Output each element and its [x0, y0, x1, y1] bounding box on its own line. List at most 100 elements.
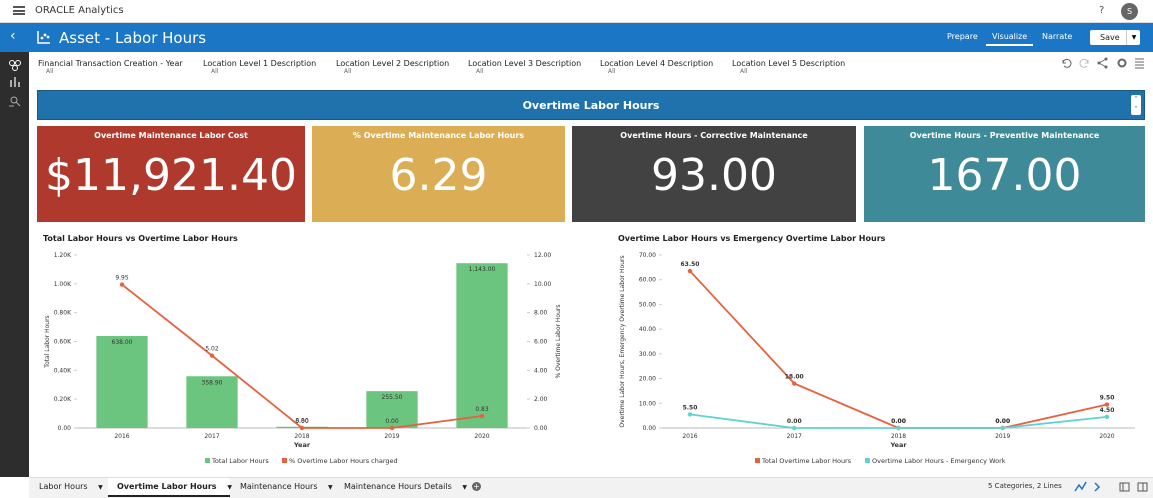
x-tick-label: 2017	[204, 433, 219, 440]
filter[interactable]: Location Level 1 Description All	[203, 59, 316, 75]
narrate-tab[interactable]: Narrate	[1042, 32, 1073, 41]
x-tick-label: 2018	[294, 433, 309, 440]
x-tick-label: 2017	[787, 433, 802, 440]
canvas-tab[interactable]: Maintenance Hours Details ▼	[344, 482, 467, 491]
canvas-tab[interactable]: Labor Hours ▼	[39, 482, 103, 491]
data-label: 63.50	[681, 261, 700, 268]
data-label: 9.95	[115, 275, 129, 282]
point	[792, 425, 797, 431]
bar	[96, 336, 148, 428]
y-tick-label: 1.00K	[54, 281, 72, 288]
save-button[interactable]: Save ▼	[1090, 30, 1140, 45]
filter-label: Location Level 2 Description	[336, 59, 450, 68]
data-label: 5.02	[205, 346, 219, 353]
canvas-tab[interactable]: Overtime Labor Hours ▼	[117, 482, 232, 491]
data-label: 5.50	[683, 404, 698, 411]
filter[interactable]: Location Level 4 Description All	[600, 59, 713, 75]
legend-swatch	[865, 458, 870, 463]
top-bar	[0, 0, 1153, 23]
visualize-tab[interactable]: Visualize	[986, 31, 1034, 46]
point	[209, 353, 215, 358]
x-tick-label: 2020	[474, 433, 489, 440]
kpi-value: $11,921.40	[45, 150, 297, 201]
filter[interactable]: Location Level 5 Description All	[732, 59, 845, 75]
data-label: 9.50	[1100, 395, 1115, 402]
y-tick-label: 0.20K	[54, 396, 72, 403]
sidebar-icons[interactable]	[7, 58, 23, 118]
data-label: 0.00	[295, 418, 309, 425]
tab-label: Labor Hours	[39, 482, 88, 491]
x-axis-title: Year	[293, 441, 311, 449]
y2-tick-label: 6.00	[534, 339, 548, 346]
point	[792, 381, 797, 386]
data-label: 4.50	[1100, 407, 1115, 414]
legend-label: % Overtime Labor Hours charged	[289, 457, 398, 465]
y2-tick-label: 2.00	[534, 396, 548, 403]
y-tick-label: 70.00	[639, 252, 656, 259]
y2-tick-label: 0.00	[534, 425, 548, 432]
project-icon	[37, 31, 50, 44]
x-tick-label: 2016	[114, 433, 129, 440]
y-axis-title: Overtime Labor Hours, Emergency Overtime…	[619, 255, 626, 427]
menu-button[interactable]	[13, 6, 25, 15]
x-tick-label: 2019	[995, 433, 1010, 440]
help-button[interactable]: ?	[1099, 5, 1105, 16]
x-tick-label: 2018	[891, 433, 906, 440]
point	[479, 413, 485, 419]
point	[687, 412, 693, 417]
line	[689, 270, 1108, 429]
y-tick-label: 0.80K	[54, 310, 72, 317]
avatar[interactable]: S	[1121, 3, 1138, 20]
y-tick-label: 40.00	[639, 326, 656, 333]
filter[interactable]: Financial Transaction Creation - Year All	[38, 59, 183, 75]
kpi-title: Overtime Maintenance Labor Cost	[94, 131, 248, 140]
section-header: Overtime Labor Hours ˄ ˅	[37, 90, 1145, 120]
filter-label: Financial Transaction Creation - Year	[38, 59, 183, 68]
status-icons[interactable]	[1073, 480, 1151, 494]
section-title: Overtime Labor Hours	[522, 99, 660, 112]
legend-label: Total Overtime Labor Hours	[761, 457, 852, 465]
canvas-tab[interactable]: Maintenance Hours ▼	[240, 482, 333, 491]
data-label: 0.00	[891, 418, 906, 425]
add-tab-button[interactable]: +	[472, 482, 481, 491]
y-tick-label: 30.00	[639, 351, 656, 358]
y-tick-label: 10.00	[639, 400, 656, 407]
point	[1104, 414, 1110, 420]
legend-label: Overtime Labor Hours - Emergency Work	[872, 457, 1006, 465]
filter-value: All	[344, 68, 352, 75]
scroll-control[interactable]: ˄ ˅	[1131, 95, 1141, 115]
prepare-tab[interactable]: Prepare	[947, 32, 978, 41]
y2-axis-title: % Overtime Labor Hours	[555, 305, 562, 379]
kpi-title: Overtime Hours - Corrective Maintenance	[620, 131, 808, 140]
x-axis-title: Year	[889, 441, 907, 449]
legend-swatch	[205, 458, 210, 463]
point	[687, 268, 693, 274]
kpi-tile: Overtime Hours - Preventive Maintenance 1…	[864, 126, 1145, 222]
bar	[456, 263, 508, 428]
filter[interactable]: Location Level 3 Description All	[468, 59, 581, 75]
toolbar[interactable]	[1058, 56, 1148, 70]
line	[121, 283, 483, 429]
data-label: 638.00	[112, 339, 133, 346]
project-title: Asset - Labor Hours	[59, 29, 207, 47]
point	[299, 425, 305, 431]
data-label: 0.00	[385, 418, 399, 425]
data-label: 0.00	[787, 418, 802, 425]
filter-value: All	[608, 68, 616, 75]
bar	[186, 376, 238, 428]
save-label: Save	[1100, 33, 1120, 42]
legend-swatch	[755, 458, 760, 463]
y-axis-title: Total Labor Hours	[44, 315, 51, 368]
data-label: 18.00	[785, 374, 804, 381]
point	[119, 282, 125, 287]
filter[interactable]: Location Level 2 Description All	[336, 59, 449, 75]
back-button[interactable]: ‹	[10, 28, 16, 44]
kpi-value: 167.00	[927, 150, 1082, 201]
point	[389, 425, 395, 431]
filter-value: All	[46, 68, 54, 75]
kpi-value: 6.29	[389, 150, 488, 201]
kpi-value: 93.00	[651, 150, 777, 201]
point	[1104, 402, 1110, 407]
y-tick-label: 50.00	[639, 301, 656, 308]
